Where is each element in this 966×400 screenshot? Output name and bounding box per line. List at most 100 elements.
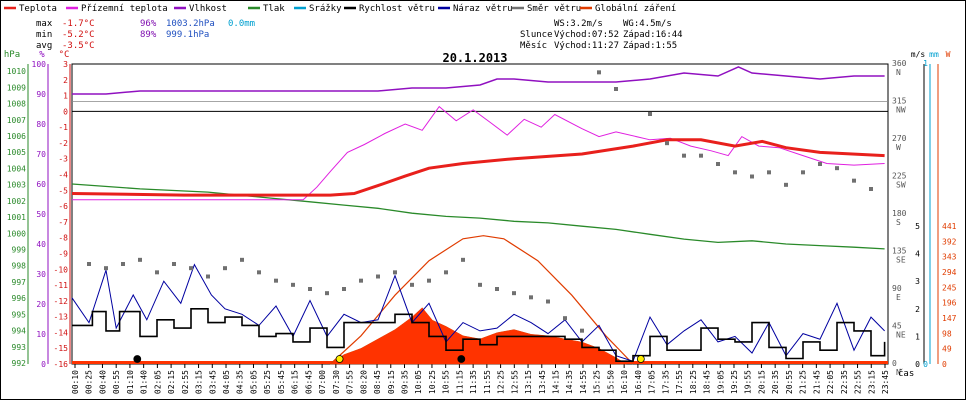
x-tick-label: 14:35: [565, 370, 574, 394]
x-tick-label: 18:25: [689, 370, 698, 394]
x-tick-label: 04:35: [236, 370, 245, 394]
x-tick-label: 22:35: [840, 370, 849, 394]
x-tick-label: 11:35: [469, 370, 478, 394]
wind-direction-point: [699, 153, 703, 158]
ms-tick: 3: [915, 277, 920, 286]
min-pressure: 999.1hPa: [166, 30, 209, 40]
temp-tick: -1: [58, 123, 68, 132]
x-tick-label: 00:40: [98, 370, 107, 394]
x-tick-label: 00:55: [112, 370, 121, 394]
wind-direction-point: [801, 170, 805, 175]
wind-direction-point: [546, 299, 550, 304]
dir-tick-card: N: [896, 68, 901, 77]
wind-direction-point: [155, 270, 159, 275]
dir-tick-card: E: [896, 293, 901, 302]
temp-tick: -2: [58, 139, 68, 148]
x-tick-label: 00:25: [85, 370, 94, 394]
wind-direction-point: [342, 287, 346, 291]
x-tick-label: 10:05: [414, 370, 423, 394]
x-tick-label: 11:15: [455, 370, 464, 394]
wind-direction-point: [223, 266, 227, 271]
pct-tick: 50: [36, 210, 46, 219]
wind-direction-point: [291, 282, 295, 287]
sun-label: Slunce: [520, 30, 553, 40]
wind-direction-point: [121, 262, 125, 266]
wind-direction-point: [835, 166, 839, 171]
wind-direction-point: [852, 178, 856, 183]
wind-direction-point: [376, 274, 380, 279]
min-humidity: 89%: [140, 30, 157, 40]
sunset-marker: [636, 355, 645, 363]
x-tick-label: 21:45: [812, 370, 821, 394]
ms-tick: 5: [915, 222, 920, 231]
hpa-tick: 1000: [7, 229, 26, 238]
legend-label: Teplota: [19, 4, 57, 14]
wind-direction-point: [274, 278, 278, 283]
wind-direction-point: [784, 182, 788, 187]
wind-direction-point: [512, 291, 516, 296]
x-tick-label: 20:55: [785, 370, 794, 394]
ms-tick: 0: [915, 360, 920, 369]
wind-direction-point: [444, 270, 448, 275]
wind-direction-point: [206, 274, 210, 279]
x-tick-label: 12:25: [497, 370, 506, 394]
w-tick: 392: [942, 237, 957, 246]
wind-gust-line: [71, 263, 885, 362]
temp-tick: -11: [54, 281, 69, 290]
x-tick-label: 04:05: [222, 370, 231, 394]
hpa-tick: 993: [12, 343, 27, 352]
pct-tick: 80: [36, 120, 46, 129]
max-temp: -1.7°C: [62, 19, 95, 29]
hpa-tick: 1001: [7, 213, 26, 222]
pct-unit: %: [39, 50, 45, 60]
temp-tick: -9: [58, 249, 68, 258]
wind-direction-point: [359, 278, 363, 283]
hpa-tick: 1004: [7, 164, 26, 173]
temp-tick: 0: [63, 107, 68, 116]
hpa-tick: 997: [12, 278, 27, 287]
dir-tick-card: W: [896, 143, 901, 152]
legend-label: Tlak: [263, 4, 285, 14]
x-tick-label: 02:05: [153, 370, 162, 394]
x-tick-label: 12:55: [510, 370, 519, 394]
w-tick: 147: [942, 314, 957, 323]
x-tick-label: 11:55: [483, 370, 492, 394]
sunrise-marker: [335, 355, 344, 363]
solar-baseline: [72, 361, 888, 364]
moon-label: Měsíc: [520, 41, 547, 51]
max-humidity: 96%: [140, 19, 157, 29]
x-tick-label: 22:05: [826, 370, 835, 394]
temp-tick: -14: [54, 328, 69, 337]
x-tick-label: 00:10: [71, 370, 80, 394]
x-tick-label: 08:20: [359, 370, 368, 394]
mm-tick: 0: [923, 360, 928, 369]
x-tick-label: 23:15: [867, 370, 876, 394]
w-tick: 294: [942, 268, 957, 277]
dir-tick-deg: 0: [892, 359, 897, 368]
x-tick-label: 01:40: [140, 370, 149, 394]
x-tick-label: 16:10: [620, 370, 629, 394]
dir-tick-deg: 135: [892, 247, 907, 256]
avg-label: avg: [36, 41, 52, 51]
legend-label: Přízemní teplota: [81, 4, 168, 14]
pct-tick: 30: [36, 270, 46, 279]
hpa-tick: 994: [12, 327, 27, 336]
temp-tick: 3: [63, 60, 68, 69]
x-tick-label: 13:15: [524, 370, 533, 394]
sunset-time: Západ:16:44: [623, 30, 683, 40]
hpa-tick: 1006: [7, 132, 26, 141]
hpa-tick: 1009: [7, 83, 26, 92]
pct-tick: 90: [36, 90, 46, 99]
temp-tick: -4: [58, 171, 68, 180]
mm-tick: 1: [923, 59, 928, 68]
x-tick-label: 22:55: [854, 370, 863, 394]
sun-moon-info: WS:3.2m/s WG:4.5m/s Slunce Východ:07:52 …: [520, 19, 683, 51]
time-label: čas: [898, 368, 914, 379]
x-tick-label: 15:50: [606, 370, 615, 394]
mm-unit: mm: [929, 50, 939, 59]
x-tick-label: 15:25: [593, 370, 602, 394]
wind-direction-point: [665, 141, 669, 146]
x-tick-label: 17:05: [648, 370, 657, 394]
x-tick-label: 05:05: [249, 370, 258, 394]
